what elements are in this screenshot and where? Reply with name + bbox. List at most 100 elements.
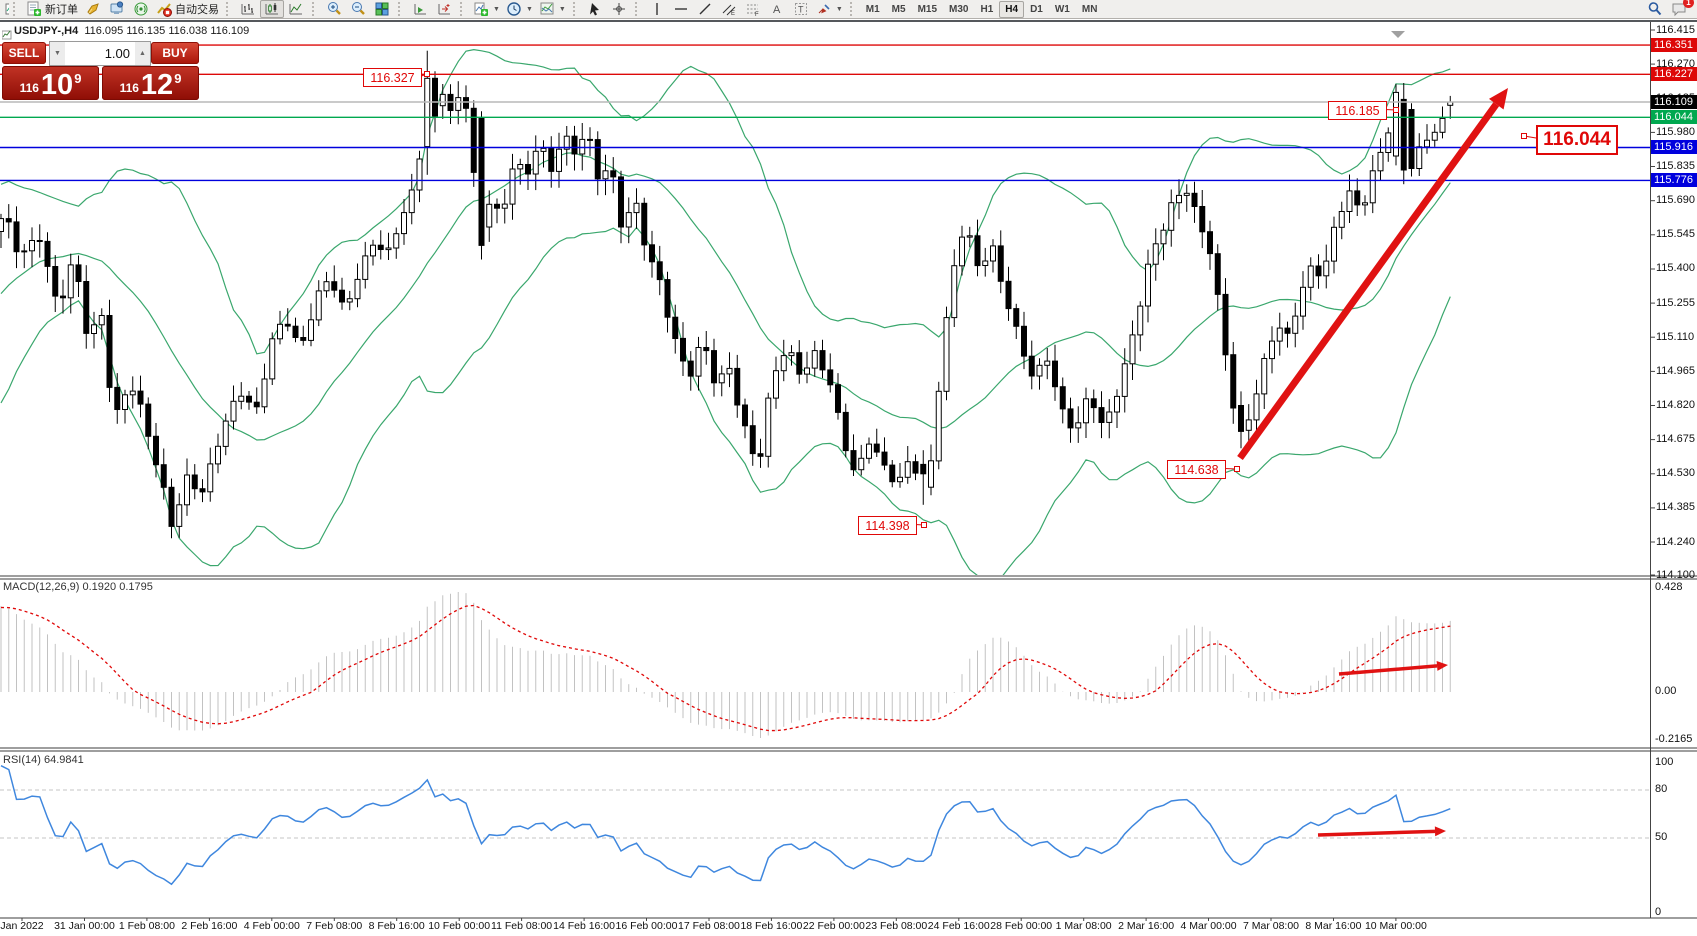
time-axis-label: 18 Feb 16:00 <box>740 920 803 932</box>
chart-canvas[interactable] <box>0 22 1697 936</box>
templates-caret[interactable]: ▼ <box>558 5 566 13</box>
price-tick-label: 114.240 <box>1656 535 1695 548</box>
timeframe-m1[interactable]: M1 <box>865 3 880 15</box>
search-button[interactable] <box>1643 0 1667 18</box>
price-annotation-114.638[interactable]: 114.638 <box>1167 460 1226 479</box>
arrows-tool-button[interactable]: ▼ <box>813 0 846 18</box>
cursor-tool-button[interactable] <box>583 0 607 18</box>
time-axis-label: 2 Feb 16:00 <box>181 920 238 932</box>
indicators-caret[interactable]: ▼ <box>493 5 500 13</box>
candle-body <box>1245 419 1252 431</box>
candle-body <box>1114 395 1120 413</box>
timeframe-m15[interactable]: M15 <box>917 3 938 15</box>
candle-body <box>129 390 136 396</box>
price-annotation-116.044[interactable]: 116.044 <box>1536 125 1618 155</box>
candle-body <box>52 266 59 297</box>
candle-body <box>160 464 167 488</box>
buy-price-sup: 9 <box>174 71 182 86</box>
timeframe-m5[interactable]: M5 <box>891 3 906 15</box>
strategy-signal-button[interactable] <box>129 0 153 18</box>
profiles-button[interactable] <box>81 0 105 18</box>
candle-body <box>168 486 175 527</box>
channel-tool-button[interactable]: E <box>717 0 741 18</box>
zoom-out-button[interactable] <box>346 0 370 18</box>
chart-partial-icon[interactable] <box>0 1 9 17</box>
candle-body <box>122 394 128 410</box>
bollinger-lo-band <box>0 226 1451 575</box>
candle-body <box>1338 211 1345 228</box>
chart-window[interactable]: USDJPY-,H4 116.095 116.135 116.038 116.1… <box>0 22 1697 936</box>
candle-body <box>672 316 679 340</box>
tile-windows-button[interactable] <box>370 0 394 18</box>
tile-windows-icon <box>374 1 390 17</box>
candle-body <box>1346 190 1353 212</box>
time-axis-label: 8 Feb 16:00 <box>368 920 425 932</box>
sell-button[interactable]: SELL <box>2 42 46 64</box>
time-axis-label: 7 Mar 08:00 <box>1242 920 1300 932</box>
notifications-button[interactable]: 1 <box>1667 0 1694 18</box>
text-icon: A <box>769 1 785 17</box>
buy-button[interactable]: BUY <box>151 42 199 64</box>
candle-body <box>1261 358 1268 395</box>
zoom-in-button[interactable] <box>322 0 346 18</box>
timeframe-h1[interactable]: H1 <box>980 3 994 15</box>
buy-price-display[interactable]: 116 12 9 <box>102 66 199 100</box>
annotation-anchor <box>1234 466 1240 472</box>
price-annotation-116.327[interactable]: 116.327 <box>363 68 422 87</box>
timeframe-m30[interactable]: M30 <box>949 3 969 15</box>
arrows-caret[interactable]: ▼ <box>835 5 843 13</box>
rsi-axis-0: 0 <box>1655 906 1662 918</box>
toolbar-grip <box>572 2 580 16</box>
crosshair-tool-button[interactable] <box>607 0 631 18</box>
candlestick-type-button[interactable] <box>260 0 284 18</box>
indicators-button[interactable]: ▼ <box>470 0 503 18</box>
candle-body <box>881 451 888 466</box>
candle-body <box>579 138 586 155</box>
annotation-anchor <box>1393 107 1399 113</box>
candle-body <box>1292 315 1299 334</box>
candle-body <box>300 337 307 341</box>
time-axis-label: 7 Feb 08:00 <box>306 920 363 932</box>
terminal-button[interactable] <box>105 0 129 18</box>
chart-shift-button[interactable] <box>432 0 456 18</box>
auto-scroll-button[interactable] <box>408 0 432 18</box>
hline-tool-button[interactable] <box>669 0 693 18</box>
line-chart-type-button[interactable] <box>284 0 308 18</box>
fibonacci-tool-button[interactable]: F <box>741 0 765 18</box>
trendline-tool-button[interactable] <box>693 0 717 18</box>
candle-body <box>641 202 648 246</box>
volume-decrease-button[interactable]: ▼ <box>50 42 65 65</box>
periods-button[interactable]: ▼ <box>503 0 536 18</box>
timeframe-mn[interactable]: MN <box>1081 3 1098 15</box>
candle-body <box>1083 398 1089 424</box>
time-axis-label: 8 Mar 16:00 <box>1305 920 1362 932</box>
candle-body <box>416 158 423 191</box>
candle-body <box>1307 265 1314 288</box>
candle-body <box>1044 360 1051 366</box>
new-order-button[interactable]: 新订单 <box>23 0 81 18</box>
sell-price-display[interactable]: 116 10 9 <box>2 66 99 100</box>
candle-body <box>238 395 245 402</box>
candle-body <box>323 281 330 292</box>
autotrading-button[interactable]: 自动交易 <box>153 0 222 18</box>
price-annotation-114.398[interactable]: 114.398 <box>858 516 917 535</box>
candle-body <box>625 212 632 228</box>
candle-body <box>1075 422 1082 429</box>
timeframe-d1[interactable]: D1 <box>1030 3 1043 15</box>
volume-input[interactable] <box>65 42 135 65</box>
sell-price-big: 10 <box>40 69 74 101</box>
candle-body <box>556 148 562 172</box>
timeframe-h4[interactable]: H4 <box>999 0 1025 18</box>
vline-tool-button[interactable] <box>645 0 669 18</box>
candle-body <box>835 384 841 413</box>
volume-increase-button[interactable]: ▲ <box>135 42 150 65</box>
bar-chart-type-button[interactable] <box>236 0 260 18</box>
periods-caret[interactable]: ▼ <box>525 5 533 13</box>
timeframe-w1[interactable]: W1 <box>1054 3 1070 15</box>
text-tool-button[interactable]: A <box>765 0 789 18</box>
candle-body <box>1369 170 1376 204</box>
candle-body <box>432 77 438 117</box>
templates-button[interactable]: ▼ <box>536 0 569 18</box>
label-tool-button[interactable]: T <box>789 0 813 18</box>
price-annotation-116.185[interactable]: 116.185 <box>1328 101 1387 120</box>
